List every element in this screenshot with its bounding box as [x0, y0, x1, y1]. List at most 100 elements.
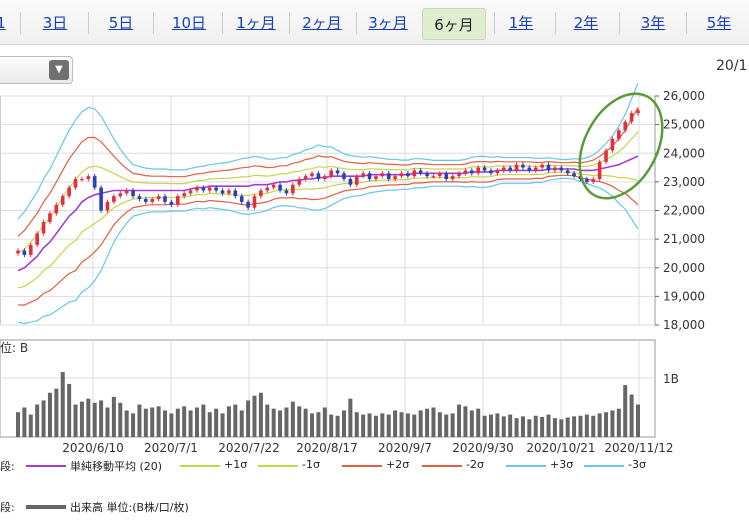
y-tick-label: 26,000 [663, 89, 705, 103]
volume-bar [188, 410, 193, 437]
volume-bar [290, 401, 295, 437]
candle-body [118, 193, 123, 197]
volume-bar [214, 408, 219, 437]
volume-bar [111, 396, 116, 437]
triangle-down-icon[interactable]: ▼ [49, 60, 69, 80]
volume-bar [444, 414, 449, 437]
volume-bar [220, 413, 225, 437]
candle-body [508, 167, 512, 171]
candle-body [412, 170, 417, 177]
candle-body [284, 190, 289, 194]
tab-5-years[interactable]: 5年 [706, 14, 732, 32]
volume-tick-label: 1B [663, 372, 679, 386]
candle-body [323, 176, 327, 180]
candle-body [617, 130, 621, 139]
band-line-p3 [17, 82, 639, 220]
legend-volume: 出来高 単位:(B株/口/枚) [70, 501, 189, 514]
volume-bar [533, 415, 538, 437]
volume-bar [636, 404, 640, 437]
band-line-m1 [17, 171, 639, 289]
tab-3-years[interactable]: 3年 [640, 14, 666, 32]
band-line-p2 [17, 107, 639, 237]
legend-row-volume: 段: 出来高 単位:(B株/口/枚) [0, 499, 749, 515]
candle-body [489, 170, 493, 174]
tab-1-year[interactable]: 1年 [508, 14, 534, 32]
y-tick-label: 23,000 [663, 175, 705, 189]
tab-2-months[interactable]: 2ヶ月 [302, 14, 342, 32]
volume-bar [150, 407, 155, 437]
tab-separator [356, 12, 357, 34]
candle-body [291, 184, 295, 194]
volume-bar [584, 414, 589, 437]
y-tick-label: 19,000 [663, 289, 705, 303]
band-line-p1 [17, 131, 639, 254]
volume-bar [284, 407, 289, 437]
tab-separator [20, 12, 21, 34]
volume-bar [316, 412, 321, 437]
candle-body [527, 167, 532, 171]
candle-body [220, 190, 225, 194]
candle-body [150, 199, 155, 202]
volume-bar [604, 412, 609, 437]
candle-body [386, 173, 391, 180]
volume-bar [124, 410, 129, 437]
legend-swatch-minus2 [422, 465, 462, 467]
legend-sma: 単純移動平均 (20) [70, 460, 163, 473]
tab-2-years[interactable]: 2年 [573, 14, 599, 32]
candle-body [182, 193, 186, 197]
candle-body [259, 190, 263, 197]
tab-separator [555, 12, 556, 34]
volume-bar [79, 401, 84, 437]
candle-body [169, 201, 174, 205]
volume-bar [54, 388, 59, 437]
tab-separator [494, 12, 495, 34]
chart-date-label: 20/1 [716, 58, 748, 74]
tab-3-days[interactable]: 3日 [42, 14, 68, 32]
candle-body [438, 173, 442, 177]
volume-bar [28, 414, 33, 437]
volume-bar [163, 410, 168, 437]
candle-body [546, 164, 551, 171]
tab-1-month[interactable]: 1ヶ月 [236, 14, 276, 32]
candle-body [278, 184, 282, 191]
legend-plus3: +3σ [550, 458, 574, 471]
chart-type-dropdown[interactable]: ▼ [0, 56, 73, 84]
candle-body [112, 196, 116, 202]
candle-body [463, 170, 468, 174]
tab-6-months[interactable]: 6ヶ月 [422, 8, 486, 40]
tab-separator [153, 12, 154, 34]
candle-body [227, 190, 231, 194]
volume-bar [457, 404, 462, 437]
candle-body [425, 173, 429, 177]
candle-body [195, 187, 199, 191]
volume-bar [527, 419, 532, 437]
candle-body [348, 179, 353, 185]
legend-swatch-plus3 [506, 465, 546, 467]
volume-bar [361, 414, 366, 437]
candle-body [163, 196, 167, 202]
tab-10-days[interactable]: 10日 [171, 14, 207, 32]
volume-bar [265, 404, 270, 437]
volume-bar [348, 398, 353, 437]
candle-body [16, 250, 20, 254]
x-tick-label: 2020/7/1 [144, 441, 198, 455]
volume-bar [412, 414, 417, 437]
candle-body [105, 201, 110, 211]
tab-3-months[interactable]: 3ヶ月 [368, 14, 408, 32]
volume-bar [67, 383, 72, 437]
legend-swatch-minus3 [584, 465, 624, 467]
volume-bar [169, 413, 174, 437]
volume-bar [393, 410, 398, 437]
tab-5-days[interactable]: 5日 [108, 14, 134, 32]
volume-bar [226, 406, 231, 437]
candle-body [521, 164, 525, 168]
volume-bar [572, 416, 577, 437]
volume-bar [233, 404, 238, 437]
x-tick-label: 2020/9/7 [378, 441, 432, 455]
tab-1[interactable]: 1 [0, 14, 6, 32]
candle-body [246, 201, 250, 208]
candle-body [476, 167, 481, 174]
y-tick-label: 21,000 [663, 232, 705, 246]
volume-bar [92, 402, 97, 437]
